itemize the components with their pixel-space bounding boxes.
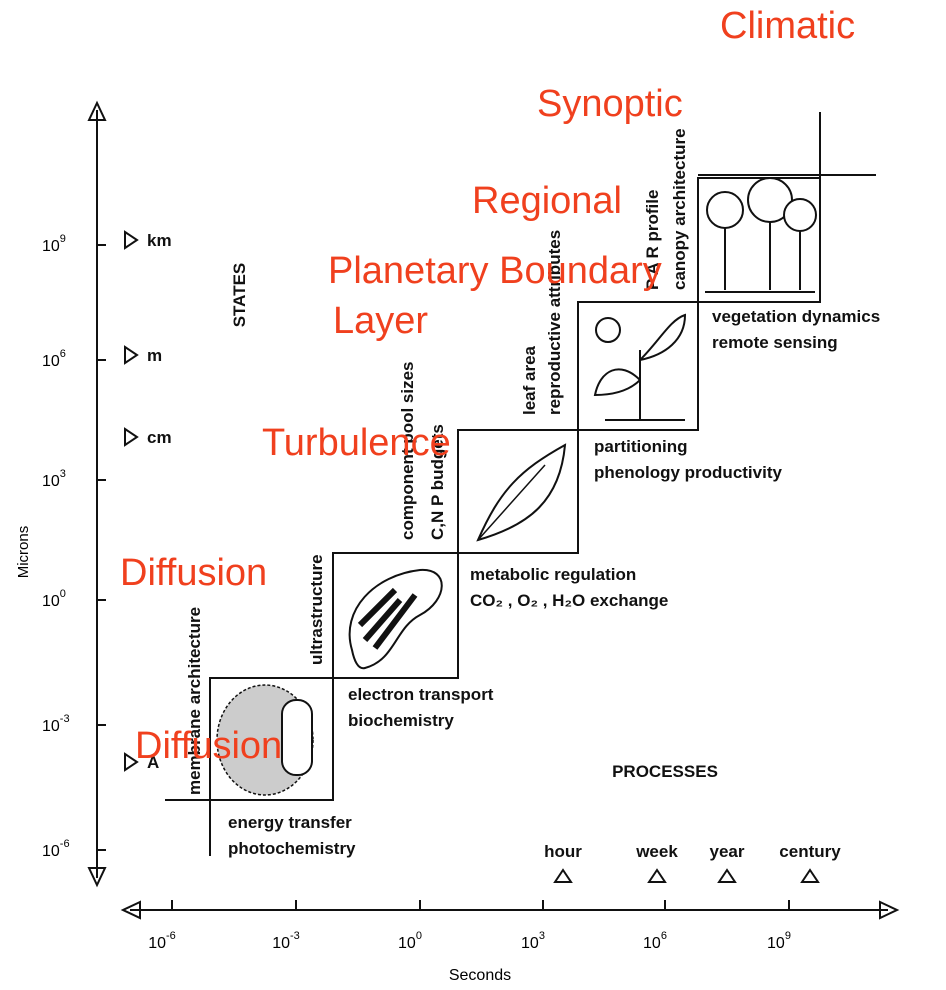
arrow [879, 900, 900, 920]
size-marker-label: A [147, 753, 159, 772]
overlay-label: Turbulence [262, 422, 451, 464]
marker-triangle [124, 230, 139, 250]
process-label: CO₂ , O₂ , H₂O exchange [470, 591, 668, 610]
box [457, 429, 579, 554]
state-label: leaf area [520, 345, 539, 415]
state-label: canopy architecture [670, 128, 689, 290]
tick-base: 10 [148, 935, 166, 952]
overlay-label: Planetary Boundary [328, 250, 662, 292]
state-label: C,N P budgets [428, 424, 447, 540]
tick-exp: 9 [60, 233, 66, 245]
size-marker-label: cm [147, 428, 172, 447]
tick-base: 10 [42, 238, 60, 255]
process-label: vegetation dynamics [712, 307, 880, 326]
time-marker-label: week [635, 842, 678, 861]
forest-icon [705, 177, 817, 293]
marker-triangle [553, 868, 573, 883]
tick-base: 10 [42, 718, 60, 735]
marker-triangle [124, 345, 139, 365]
process-label: electron transport [348, 685, 494, 704]
marker-triangle [124, 752, 139, 772]
arrow [87, 100, 107, 121]
tick-base: 10 [272, 935, 290, 952]
tick-label: 106 [42, 348, 66, 370]
marker-triangle [800, 868, 820, 883]
tick-base: 10 [521, 935, 539, 952]
state-label: membrane architecture [185, 607, 204, 795]
size-marker-label: km [147, 231, 172, 250]
overlay-label: Climatic [720, 5, 855, 47]
box [332, 552, 459, 679]
tick-base: 10 [42, 593, 60, 610]
membrane-icon [216, 684, 314, 796]
plant-icon [593, 313, 687, 421]
tick-base: 10 [42, 473, 60, 490]
overlay-label: Synoptic [537, 83, 683, 125]
tick-base: 10 [643, 935, 661, 952]
state-label: reproductive attributes [545, 230, 564, 415]
tick-exp: 0 [416, 930, 422, 942]
chloroplast-icon [348, 568, 443, 670]
process-label: photochemistry [228, 839, 356, 858]
state-label: ultrastructure [307, 554, 326, 665]
tick-base: 10 [767, 935, 785, 952]
tick-exp: 3 [60, 468, 66, 480]
tick-base: 10 [398, 935, 416, 952]
process-label: biochemistry [348, 711, 454, 730]
process-label: energy transfer [228, 813, 352, 832]
tick-exp: -6 [60, 838, 70, 850]
tick-base: 10 [42, 353, 60, 370]
arrow [87, 867, 107, 888]
tick-label: 10-6 [42, 838, 70, 860]
tick-label: 109 [767, 930, 791, 952]
overlay-label: Diffusion [120, 552, 267, 594]
tick-exp: 6 [60, 348, 66, 360]
processes-label: PROCESSES [612, 762, 718, 781]
tick-exp: 3 [539, 930, 545, 942]
tick-label: 10-3 [42, 713, 70, 735]
size-marker-label: m [147, 346, 162, 365]
tick-label: 103 [42, 468, 66, 490]
marker-triangle [124, 427, 139, 447]
state-label: P A R profile [643, 190, 662, 290]
x-axis-title: Seconds [449, 967, 511, 984]
process-label: remote sensing [712, 333, 838, 352]
tick-label: 10-6 [148, 930, 176, 952]
marker-triangle [647, 868, 667, 883]
overlay-label: Regional [472, 180, 622, 222]
overlay-label: Diffusion [135, 725, 282, 767]
box [577, 301, 699, 431]
time-marker-label: century [779, 842, 841, 861]
box [697, 177, 821, 303]
tick-label: 103 [521, 930, 545, 952]
process-label: phenology productivity [594, 463, 782, 482]
tick-label: 100 [42, 588, 66, 610]
tick-exp: -6 [166, 930, 176, 942]
tick-exp: -3 [60, 713, 70, 725]
overlay-label: Layer [333, 300, 428, 342]
time-marker-label: year [710, 842, 745, 861]
tick-label: 100 [398, 930, 422, 952]
tick-exp: 6 [661, 930, 667, 942]
arrow [120, 900, 141, 920]
process-label: metabolic regulation [470, 565, 636, 584]
process-label: partitioning [594, 437, 687, 456]
time-marker-label: hour [544, 842, 582, 861]
y-axis-title: Microns [15, 526, 32, 579]
tick-exp: 0 [60, 588, 66, 600]
states-label: STATES [230, 263, 249, 328]
tick-exp: -3 [290, 930, 300, 942]
tick-label: 109 [42, 233, 66, 255]
box [209, 677, 334, 801]
tick-base: 10 [42, 843, 60, 860]
state-label: component pool sizes [398, 361, 417, 540]
tick-label: 10-3 [272, 930, 300, 952]
leaf-icon [476, 443, 567, 542]
marker-triangle [717, 868, 737, 883]
tick-exp: 9 [785, 930, 791, 942]
tick-label: 106 [643, 930, 667, 952]
